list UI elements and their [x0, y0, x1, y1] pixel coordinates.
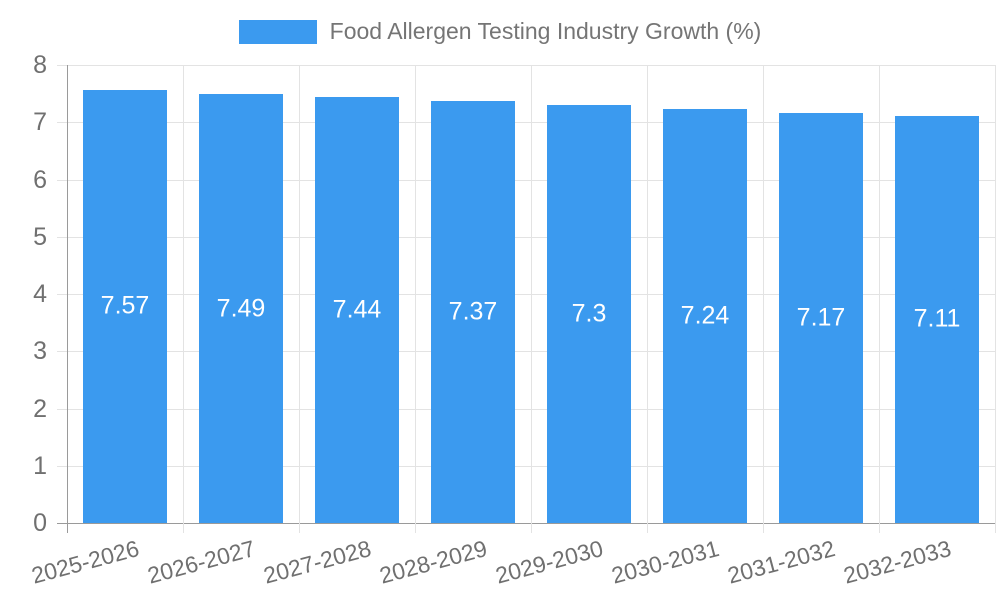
bar-value-label: 7.57: [100, 291, 150, 320]
x-axis-tick-label: 2030-2031: [608, 535, 722, 589]
bar-value-label: 7.11: [913, 304, 961, 333]
bar: [779, 112, 863, 523]
bar-value-label: 7.17: [796, 303, 846, 332]
bar: [663, 108, 747, 523]
x-gridline: [67, 65, 68, 533]
x-axis-tick-label: 2027-2028: [260, 535, 374, 589]
y-axis-tick-label: 3: [33, 337, 47, 366]
y-axis-tick-label: 0: [33, 509, 47, 537]
y-gridline: [57, 408, 995, 410]
x-axis-tick-label: 2026-2027: [144, 535, 258, 589]
y-axis-tick-label: 2: [33, 394, 47, 423]
bar: [199, 94, 283, 523]
y-axis-tick-label: 6: [33, 165, 47, 194]
y-gridline: [57, 351, 995, 353]
x-gridline: [647, 65, 648, 533]
legend-label: Food Allergen Testing Industry Growth (%…: [329, 18, 762, 44]
y-axis-tick-label: 5: [33, 222, 47, 251]
y-gridline: [57, 122, 995, 124]
x-gridline: [183, 65, 184, 533]
x-gridline: [415, 65, 416, 533]
y-axis-tick-label: 1: [33, 451, 47, 480]
y-gridline: [57, 294, 995, 295]
chart-legend[interactable]: Food Allergen Testing Industry Growth (%…: [0, 18, 1000, 45]
x-gridline: [299, 65, 300, 533]
bar-value-label: 7.37: [448, 297, 498, 326]
x-gridline: [531, 65, 532, 533]
x-axis-tick-label: 2028-2029: [376, 535, 490, 589]
y-axis-tick-label: 4: [33, 280, 47, 308]
y-gridline: [57, 236, 995, 238]
bar-value-label: 7.3: [571, 299, 607, 328]
x-axis-tick-label: 2025-2026: [28, 535, 142, 589]
bar: [547, 105, 631, 523]
bar: [431, 101, 515, 523]
bar-value-label: 7.49: [216, 294, 266, 323]
y-gridline: [57, 179, 995, 181]
bar-value-label: 7.24: [680, 301, 730, 330]
legend-swatch: [238, 19, 317, 44]
y-gridline: [57, 65, 995, 66]
y-gridline: [57, 465, 995, 467]
bar: [315, 97, 399, 523]
x-gridline: [879, 65, 880, 533]
y-axis-tick-label: 7: [33, 108, 47, 137]
x-gridline: [995, 65, 996, 533]
bar: [83, 89, 167, 523]
bar-value-label: 7.44: [332, 295, 382, 324]
x-gridline: [763, 65, 764, 533]
x-axis-tick-label: 2029-2030: [492, 535, 606, 589]
y-gridline: [57, 523, 995, 524]
y-axis-tick-label: 8: [33, 51, 47, 79]
x-axis-tick-label: 2032-2033: [840, 535, 954, 589]
bar: [895, 115, 979, 523]
x-axis-tick-label: 2031-2032: [724, 535, 838, 589]
